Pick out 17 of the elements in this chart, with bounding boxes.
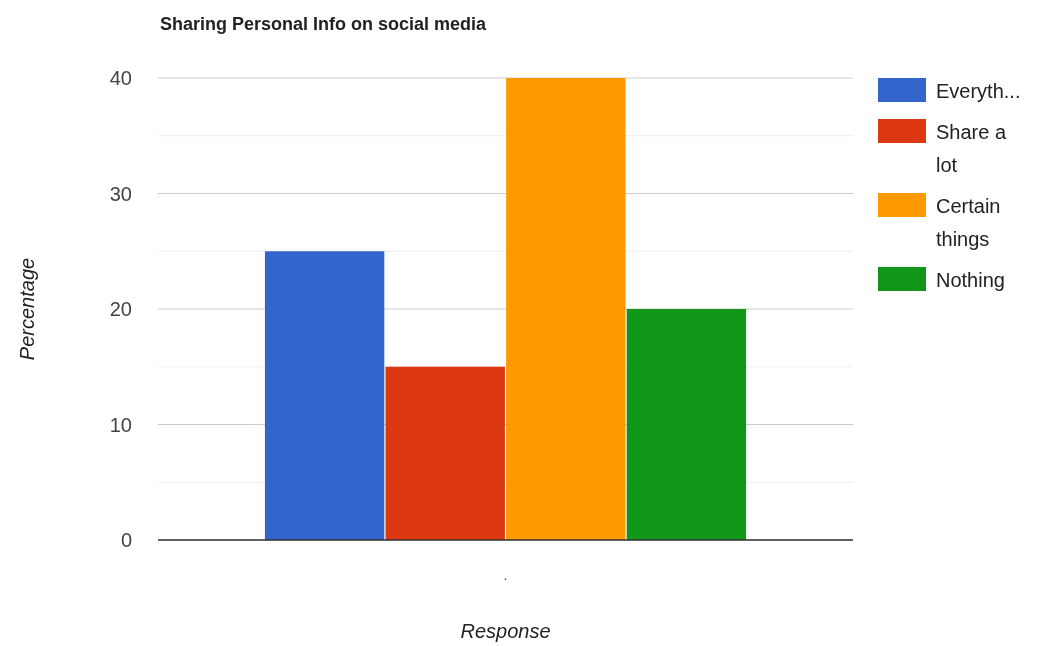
bar bbox=[626, 309, 747, 540]
legend-label: Everyth... bbox=[936, 80, 1021, 102]
bar bbox=[264, 251, 385, 540]
x-axis-title: Response bbox=[460, 620, 551, 642]
bar bbox=[385, 366, 505, 540]
chart-title: Sharing Personal Info on social media bbox=[160, 14, 488, 34]
x-tick-label: . bbox=[503, 567, 508, 583]
y-tick-label: 20 bbox=[109, 298, 132, 320]
legend-label: Nothing bbox=[936, 269, 1005, 291]
y-tick-label: 40 bbox=[109, 67, 132, 89]
y-axis-title: Percentage bbox=[16, 257, 38, 361]
legend-label: Certain things bbox=[936, 195, 1001, 250]
legend-label: Share a lot bbox=[936, 121, 1007, 176]
y-tick-label: 30 bbox=[109, 182, 132, 205]
y-tick-label: 0 bbox=[120, 529, 132, 551]
y-tick-label: 10 bbox=[109, 413, 132, 436]
bar bbox=[506, 78, 626, 540]
